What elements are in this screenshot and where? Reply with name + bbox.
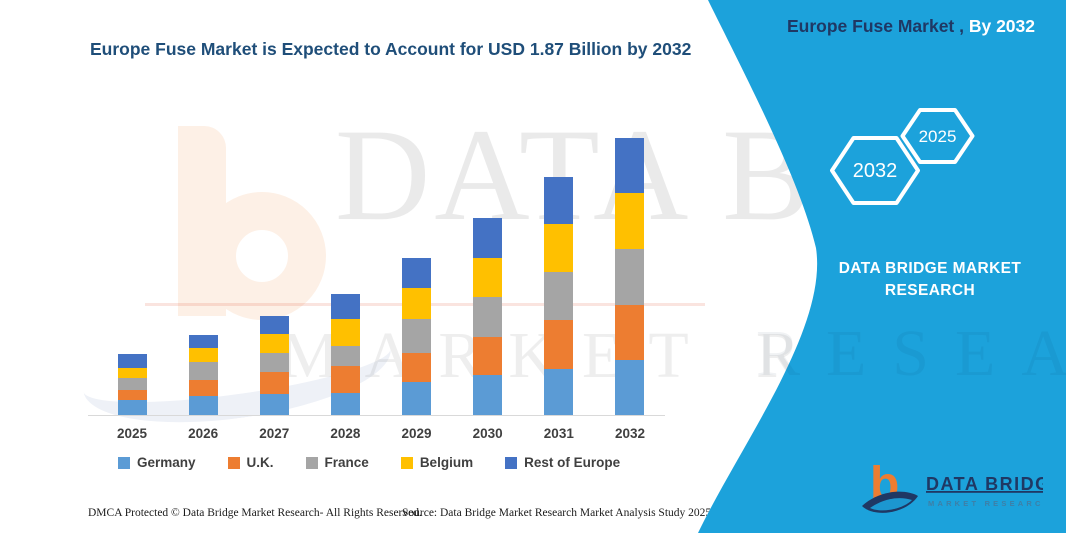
bar-segment-belgium-2029 xyxy=(402,287,432,319)
bar-segment-france-2027 xyxy=(259,352,289,373)
bar-2032 xyxy=(615,138,645,415)
x-tick-2031: 2031 xyxy=(543,426,574,441)
x-tick-2028: 2028 xyxy=(330,426,361,441)
x-tick-2027: 2027 xyxy=(259,426,290,441)
bar-segment-germany-2028 xyxy=(330,392,360,415)
bar-segment-germany-2029 xyxy=(402,382,432,415)
bar-segment-france-2026 xyxy=(188,361,218,380)
bar-segment-u-k-2032 xyxy=(615,305,645,361)
bar-2027 xyxy=(259,315,289,415)
bar-segment-belgium-2028 xyxy=(330,318,360,346)
source-note: Source: Data Bridge Market Research Mark… xyxy=(402,507,712,519)
bar-segment-rest-of-europe-2025 xyxy=(117,354,147,368)
bar-segment-belgium-2025 xyxy=(117,367,147,379)
bar-2026 xyxy=(188,335,218,415)
bar-segment-germany-2027 xyxy=(259,394,289,415)
bar-segment-u-k-2027 xyxy=(259,372,289,395)
legend-swatch-belgium-icon xyxy=(400,456,413,469)
bar-segment-france-2029 xyxy=(402,318,432,353)
bar-segment-germany-2031 xyxy=(544,369,574,415)
x-tick-2029: 2029 xyxy=(401,426,432,441)
bar-2029 xyxy=(402,258,432,415)
bar-segment-germany-2032 xyxy=(615,360,645,415)
bar-segment-u-k-2026 xyxy=(188,379,218,396)
bar-2028 xyxy=(330,293,360,415)
x-tick-2032: 2032 xyxy=(614,426,645,441)
bar-segment-germany-2030 xyxy=(473,375,503,415)
bar-2030 xyxy=(473,218,503,415)
bar-segment-france-2025 xyxy=(117,378,147,390)
legend-item-germany: Germany xyxy=(118,455,196,470)
bar-segment-france-2030 xyxy=(473,296,503,337)
legend-label-u-k: U.K. xyxy=(246,455,274,470)
bar-segment-france-2028 xyxy=(330,345,360,367)
bar-segment-rest-of-europe-2029 xyxy=(402,258,432,288)
bar-segment-u-k-2029 xyxy=(402,352,432,383)
legend-label-rest-of-europe: Rest of Europe xyxy=(524,455,621,470)
bar-segment-belgium-2031 xyxy=(544,224,574,272)
dmca-notice: DMCA Protected © Data Bridge Market Rese… xyxy=(88,507,422,519)
bar-segment-belgium-2032 xyxy=(615,193,645,250)
x-tick-2030: 2030 xyxy=(472,426,503,441)
legend-label-france: France xyxy=(324,455,369,470)
bar-segment-rest-of-europe-2030 xyxy=(473,218,503,258)
legend-item-u-k: U.K. xyxy=(227,455,274,470)
chart-title: Europe Fuse Market is Expected to Accoun… xyxy=(90,39,692,59)
legend: Germany U.K. France Belgium Rest of Europe xyxy=(118,455,620,470)
bar-segment-rest-of-europe-2027 xyxy=(259,315,289,334)
legend-item-france: France xyxy=(305,455,369,470)
bar-2025 xyxy=(117,354,147,415)
bar-segment-france-2032 xyxy=(615,249,645,306)
bar-segment-rest-of-europe-2032 xyxy=(615,138,645,194)
x-axis-line xyxy=(88,415,665,416)
legend-swatch-france-icon xyxy=(305,456,318,469)
legend-label-belgium: Belgium xyxy=(419,455,474,470)
legend-swatch-u-k-icon xyxy=(227,456,240,469)
bar-segment-rest-of-europe-2026 xyxy=(188,335,218,349)
x-tick-2026: 2026 xyxy=(188,426,219,441)
bar-segment-u-k-2025 xyxy=(117,389,147,401)
legend-label-germany: Germany xyxy=(137,455,196,470)
legend-swatch-germany-icon xyxy=(118,456,130,469)
legend-swatch-rest-of-europe-icon xyxy=(505,456,518,469)
bar-segment-germany-2026 xyxy=(188,395,218,415)
legend-item-belgium: Belgium xyxy=(400,455,474,470)
bar-segment-rest-of-europe-2028 xyxy=(330,293,360,319)
bar-segment-germany-2025 xyxy=(117,400,147,415)
legend-item-rest-of-europe: Rest of Europe xyxy=(505,455,620,470)
bar-segment-belgium-2030 xyxy=(473,258,503,297)
bar-segment-rest-of-europe-2031 xyxy=(544,176,574,225)
bar-segment-belgium-2027 xyxy=(259,333,289,353)
bar-segment-u-k-2031 xyxy=(544,320,574,370)
bar-segment-belgium-2026 xyxy=(188,348,218,362)
bar-segment-u-k-2030 xyxy=(473,336,503,375)
bar-segment-france-2031 xyxy=(544,271,574,321)
x-tick-2025: 2025 xyxy=(116,426,148,441)
bar-segment-u-k-2028 xyxy=(330,366,360,393)
bar-2031 xyxy=(544,176,574,415)
